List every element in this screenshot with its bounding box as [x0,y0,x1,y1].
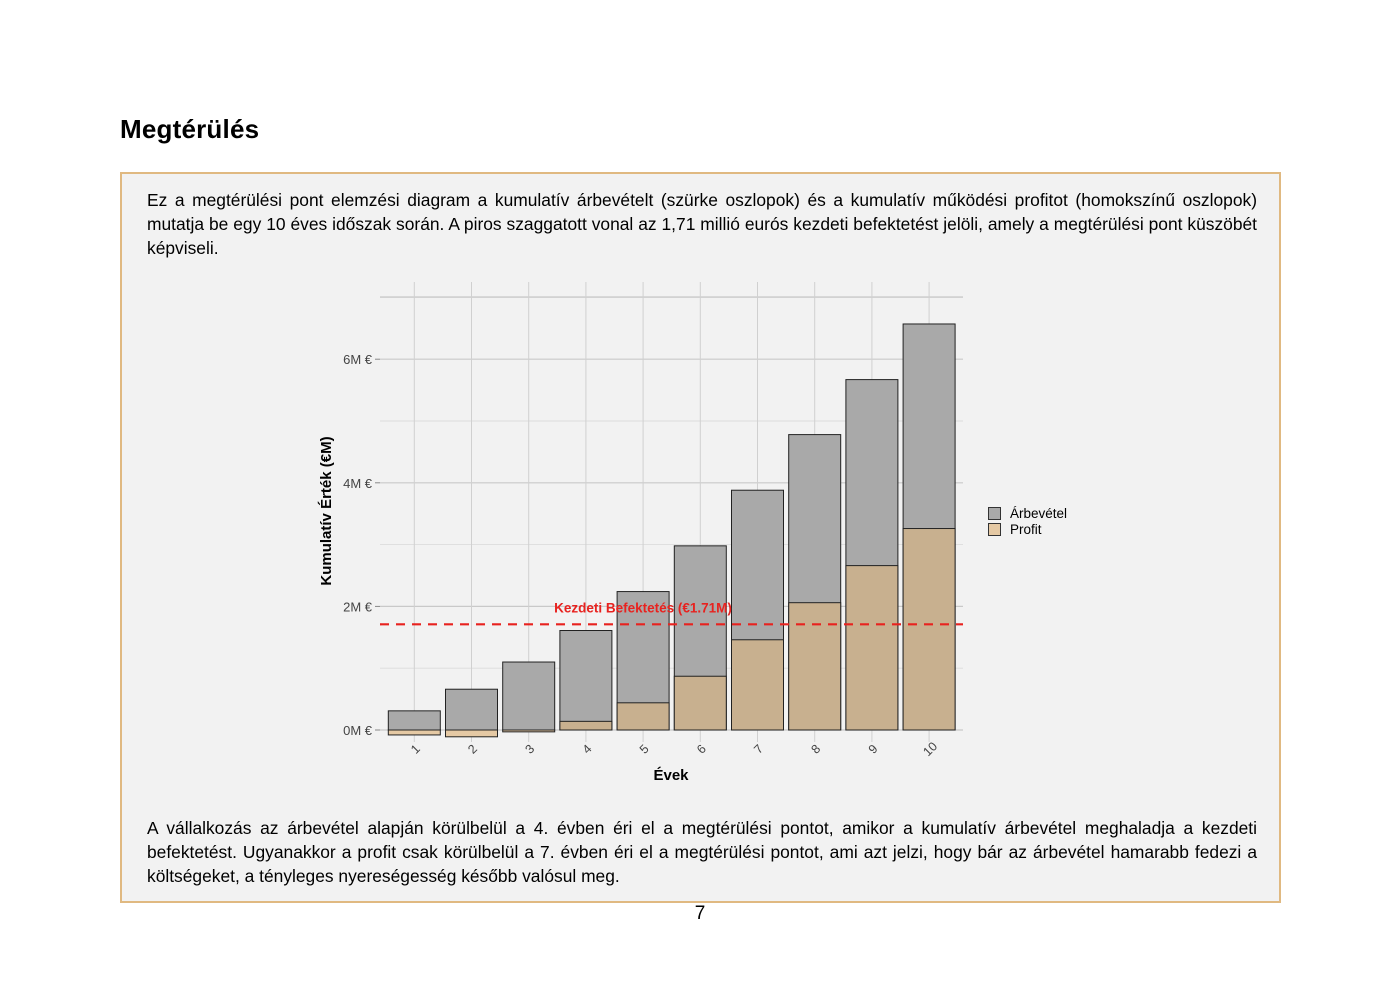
x-tick-label-8: 8 [808,742,823,757]
bar-revenue-4 [559,630,613,731]
legend-item-profit: Profit [988,521,1067,537]
x-tick-label-4: 4 [580,742,595,757]
legend-label-revenue: Árbevétel [1010,505,1068,521]
section-title: Megtérülés [120,114,260,144]
bar-profit-10 [902,528,956,731]
y-tick-label-3: 6M € [343,352,373,367]
reference-line-group: Kezdeti Befektetés (€1.71M) [380,600,963,626]
x-tick-label-6: 6 [694,742,709,757]
bar-profit-5 [616,702,670,731]
legend-swatch-revenue [988,506,1001,520]
bar-revenue-3 [502,661,556,731]
chart-legend: Árbevétel Profit [988,505,1067,537]
bar-profit-9 [845,565,899,731]
bar-profit-1 [387,729,441,736]
x-tick-label-7: 7 [751,742,766,757]
bar-profit-6 [673,675,727,731]
y-tick-label-0: 0M € [343,723,373,738]
y-tick-label-2: 4M € [343,476,373,491]
bar-profit-4 [559,720,613,731]
conclusion-paragraph: A vállalkozás az árbevétel alapján körül… [147,818,1257,886]
bar-profit-8 [788,602,842,731]
x-tick-label-10: 10 [920,739,940,759]
x-tick-label-5: 5 [637,742,652,757]
bar-profit-7 [731,639,784,731]
legend-item-revenue: Árbevétel [988,505,1067,521]
x-axis-title: Évek [653,767,689,784]
intro-paragraph: Ez a megtérülési pont elemzési diagram a… [147,190,1257,258]
x-tick-label-2: 2 [465,742,480,757]
page-number: 7 [694,903,706,924]
x-tick-label-3: 3 [522,742,537,757]
x-tick-label-1: 1 [408,742,423,757]
bar-revenue-1 [387,710,441,731]
y-tick-label-1: 2M € [343,599,373,614]
axis-labels: 0M € 2M € 4M € 6M € 1 2 3 4 5 6 7 8 9 10 Évek Kumulatív… [318,352,940,784]
bar-profit-2 [445,729,498,738]
legend-swatch-profit [988,522,1001,536]
bar-profit-3 [502,729,556,733]
y-axis-title: Kumulatív Érték (€M) [318,436,335,585]
bar-revenue-2 [445,688,498,731]
x-tick-label-9: 9 [866,742,881,757]
legend-label-profit: Profit [1010,521,1042,537]
reference-line-label: Kezdeti Befektetés (€1.71M) [554,600,732,615]
